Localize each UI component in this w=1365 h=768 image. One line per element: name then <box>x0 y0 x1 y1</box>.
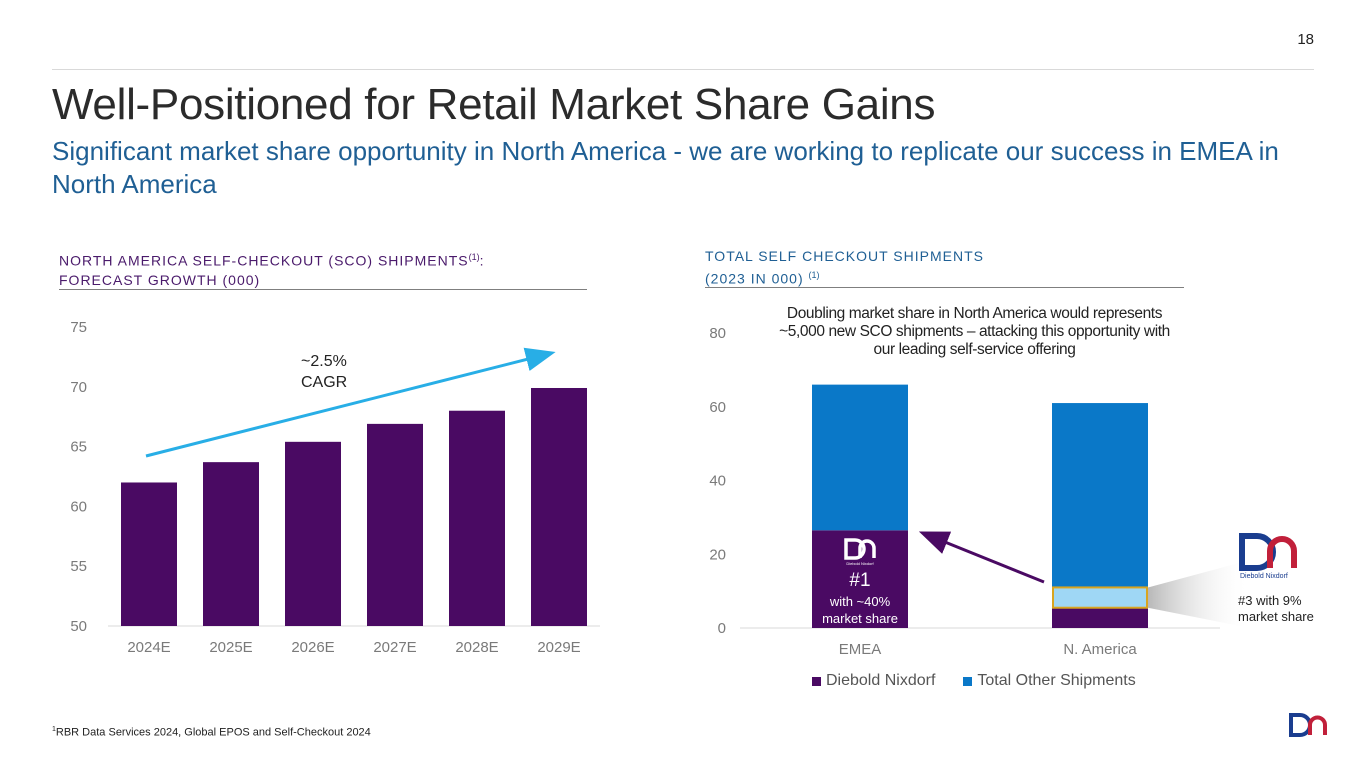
forecast-bar <box>285 441 341 626</box>
right-chart-heading: TOTAL SELF CHECKOUT SHIPMENTS (2023 IN 0… <box>705 247 984 289</box>
x-tick-label: N. America <box>1063 641 1137 658</box>
y-tick-label: 0 <box>718 620 726 637</box>
left-chart-heading: NORTH AMERICA SELF-CHECKOUT (SCO) SHIPME… <box>59 248 485 290</box>
dn-logo-color-icon: Diebold Nixdorf <box>1239 533 1297 580</box>
y-tick-label: 40 <box>709 473 726 490</box>
y-tick-label: 50 <box>70 618 87 635</box>
legend-swatch-other <box>963 676 973 686</box>
stacked-bar-segment <box>1052 607 1148 628</box>
page-number: 18 <box>1297 31 1314 48</box>
cagr-annotation-line1: ~2.5% <box>301 353 347 370</box>
x-tick-label: 2025E <box>209 639 252 656</box>
y-tick-label: 20 <box>709 546 726 563</box>
cagr-arrow <box>145 347 556 458</box>
stacked-bar-segment <box>1052 403 1148 608</box>
logo-small: Diebold Nixdorf <box>843 538 879 571</box>
page-subtitle: Significant market share opportunity in … <box>52 136 1279 199</box>
left-heading-line1: NORTH AMERICA SELF-CHECKOUT (SCO) SHIPME… <box>59 252 469 269</box>
footnote-text: RBR Data Services 2024, Global EPOS and … <box>55 726 371 739</box>
right-heading-sup: (1) <box>808 270 820 280</box>
y-tick-label: 70 <box>70 379 87 396</box>
x-tick-label: 2024E <box>127 639 170 656</box>
y-tick-label: 75 <box>70 319 87 336</box>
left-heading-sup: (1) <box>468 252 480 262</box>
y-tick-label: 65 <box>70 439 87 456</box>
logo-large-caption: Diebold Nixdorf <box>1240 573 1288 580</box>
top-rule <box>52 69 1314 70</box>
forecast-bar <box>367 423 423 626</box>
left-heading-colon: : <box>479 252 485 269</box>
right-heading-line1: TOTAL SELF CHECKOUT SHIPMENTS <box>705 248 984 264</box>
emea-share: with ~40% market share <box>822 594 898 626</box>
forecast-bar <box>203 462 259 626</box>
legend-item-other: Total Other Shipments <box>963 672 1136 690</box>
x-tick-label: 2026E <box>291 639 334 656</box>
legend-label-other: Total Other Shipments <box>977 672 1136 689</box>
na-share: #3 with 9% market share <box>1238 593 1314 624</box>
forecast-bar <box>531 387 587 626</box>
page-title: Well-Positioned for Retail Market Share … <box>52 80 936 129</box>
dn-logo-corner-icon <box>1289 713 1327 737</box>
callout-text: Doubling market share in North America w… <box>779 305 1170 358</box>
y-tick-label: 60 <box>709 399 726 416</box>
x-tick-label: 2027E <box>373 639 416 656</box>
stacked-bar-segment <box>812 384 908 531</box>
legend-label-diebold: Diebold Nixdorf <box>826 672 936 689</box>
y-tick-label: 55 <box>70 558 87 575</box>
emea-rank: #1 <box>849 570 871 591</box>
share-gain-highlight <box>1052 586 1148 609</box>
right-heading-rule <box>705 287 1184 288</box>
legend: Diebold Nixdorf Total Other Shipments <box>812 672 1136 690</box>
dn-logo-white-icon: Diebold Nixdorf <box>844 538 876 566</box>
forecast-bar <box>449 410 505 626</box>
left-heading-rule <box>59 289 587 290</box>
logo-large: Diebold Nixdorf <box>1238 532 1302 587</box>
x-tick-label: 2029E <box>537 639 580 656</box>
cagr-annotation-line2: CAGR <box>301 374 347 391</box>
right-heading-line2: (2023 IN 000) <box>705 270 809 287</box>
replicate-arrow <box>918 531 1045 584</box>
legend-swatch-diebold <box>812 676 821 686</box>
footnote-sup: 1 <box>52 726 56 733</box>
logo-small-caption: Diebold Nixdorf <box>846 561 874 566</box>
x-tick-label: EMEA <box>839 641 882 658</box>
y-tick-label: 60 <box>70 498 87 515</box>
callout-wedge <box>1148 560 1250 628</box>
legend-item-diebold: Diebold Nixdorf <box>812 672 935 690</box>
footnote: 1RBR Data Services 2024, Global EPOS and… <box>52 726 371 739</box>
x-tick-label: 2028E <box>455 639 498 656</box>
forecast-bar <box>121 482 177 626</box>
logo-corner <box>1288 712 1330 745</box>
y-tick-label: 80 <box>709 325 726 342</box>
left-heading-line2: FORECAST GROWTH (000) <box>59 271 261 288</box>
